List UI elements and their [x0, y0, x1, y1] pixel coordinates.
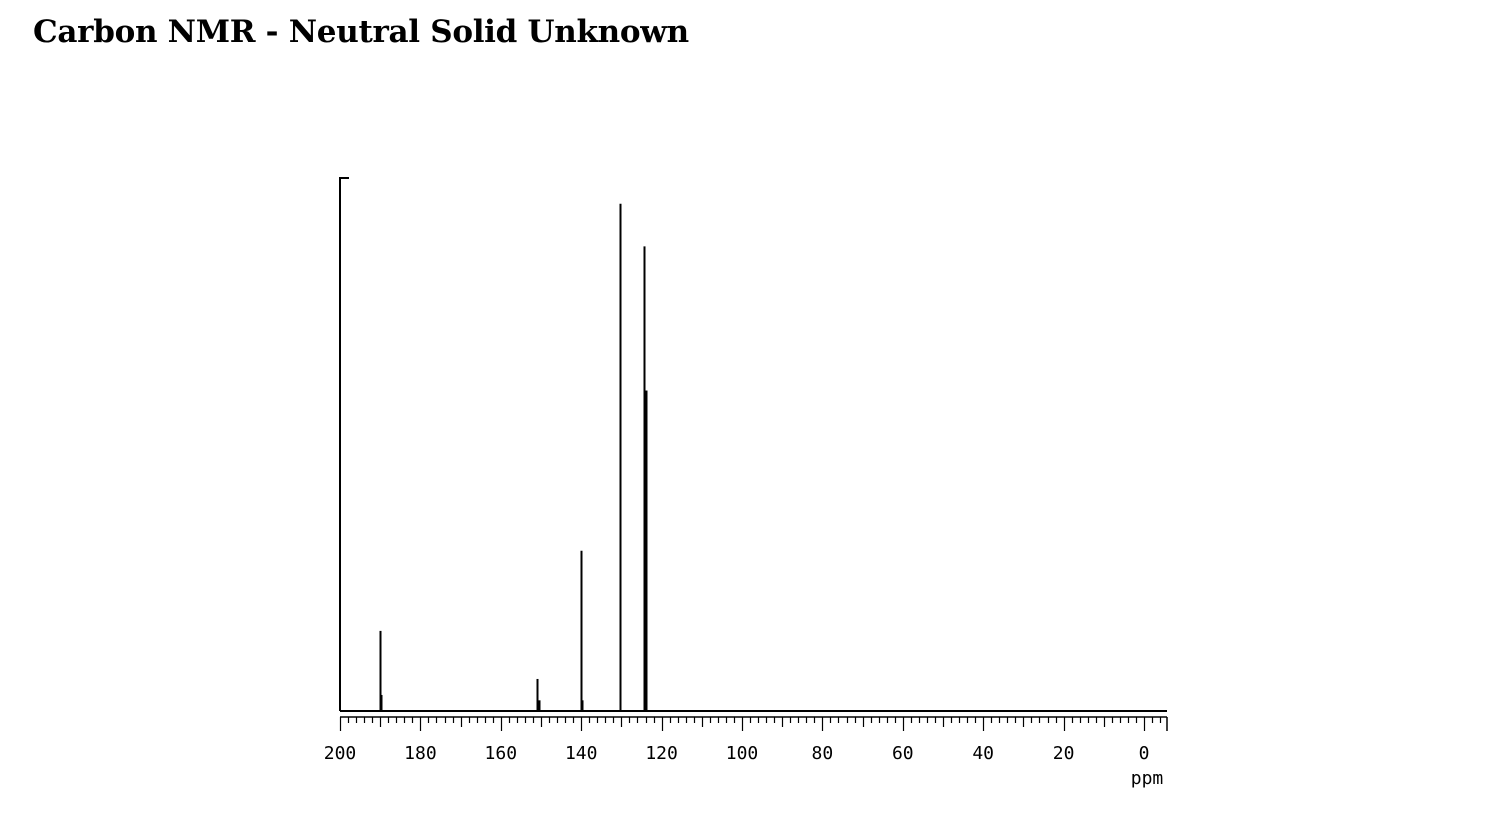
x-tick-label: 80: [812, 743, 834, 764]
x-tick-label: 160: [485, 743, 518, 764]
x-tick-label: 200: [324, 743, 357, 764]
x-tick-label: 0: [1139, 743, 1150, 764]
x-tick-label: 60: [892, 743, 914, 764]
x-axis-label: ppm: [1131, 768, 1164, 789]
x-axis-ticks: [339, 717, 1168, 731]
x-tick-label: 40: [972, 743, 994, 764]
x-tick-label: 180: [404, 743, 437, 764]
chart-frame: [339, 177, 1167, 718]
x-tick-label: 120: [645, 743, 678, 764]
peak-series: [379, 203, 648, 711]
x-tick-label: 20: [1053, 743, 1075, 764]
x-axis-tick-labels: 200 180 160 140 120 100 80 60 40 20 0: [324, 743, 1150, 764]
x-tick-label: 100: [726, 743, 759, 764]
page-title: Carbon NMR - Neutral Solid Unknown: [33, 14, 689, 50]
x-tick-label: 140: [565, 743, 598, 764]
